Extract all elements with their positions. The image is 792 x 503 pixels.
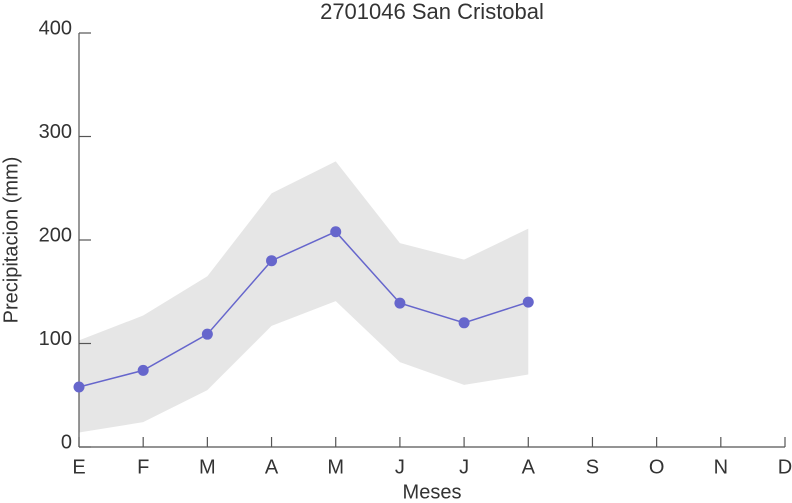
x-tick-label: N <box>714 456 728 478</box>
x-tick-label: M <box>327 456 344 478</box>
point <box>522 296 534 308</box>
y-tick-label: 200 <box>39 224 72 246</box>
point <box>137 364 149 376</box>
point <box>394 297 406 309</box>
x-tick-label: A <box>265 456 279 478</box>
x-tick-label: A <box>522 456 536 478</box>
x-tick-label: F <box>137 456 149 478</box>
point <box>201 328 213 340</box>
x-axis-label: Meses <box>403 481 462 503</box>
y-tick-label: 0 <box>61 431 72 453</box>
x-tick-label: E <box>72 456 85 478</box>
y-tick-label: 400 <box>39 17 72 39</box>
point <box>266 255 278 267</box>
chart-title: 2701046 San Cristobal <box>320 0 544 24</box>
point <box>330 226 342 238</box>
band <box>79 161 529 433</box>
point <box>73 381 85 393</box>
y-axis-label: Precipitacion (mm) <box>0 157 22 324</box>
y-tick-label: 300 <box>39 121 72 143</box>
x-tick-label: J <box>395 456 405 478</box>
x-tick-label: M <box>199 456 216 478</box>
line <box>78 230 529 388</box>
x-tick-label: J <box>459 456 469 478</box>
x-tick-label: O <box>649 456 665 478</box>
point <box>458 317 470 329</box>
y-tick-label: 100 <box>39 328 72 350</box>
x-tick-label: S <box>586 456 599 478</box>
x-tick-label: D <box>778 456 792 478</box>
